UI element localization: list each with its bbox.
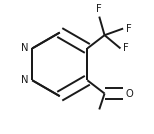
- Text: F: F: [126, 24, 132, 34]
- Text: O: O: [126, 89, 134, 98]
- Text: N: N: [21, 75, 28, 85]
- Text: F: F: [96, 4, 102, 14]
- Text: F: F: [123, 43, 129, 53]
- Text: N: N: [21, 43, 28, 53]
